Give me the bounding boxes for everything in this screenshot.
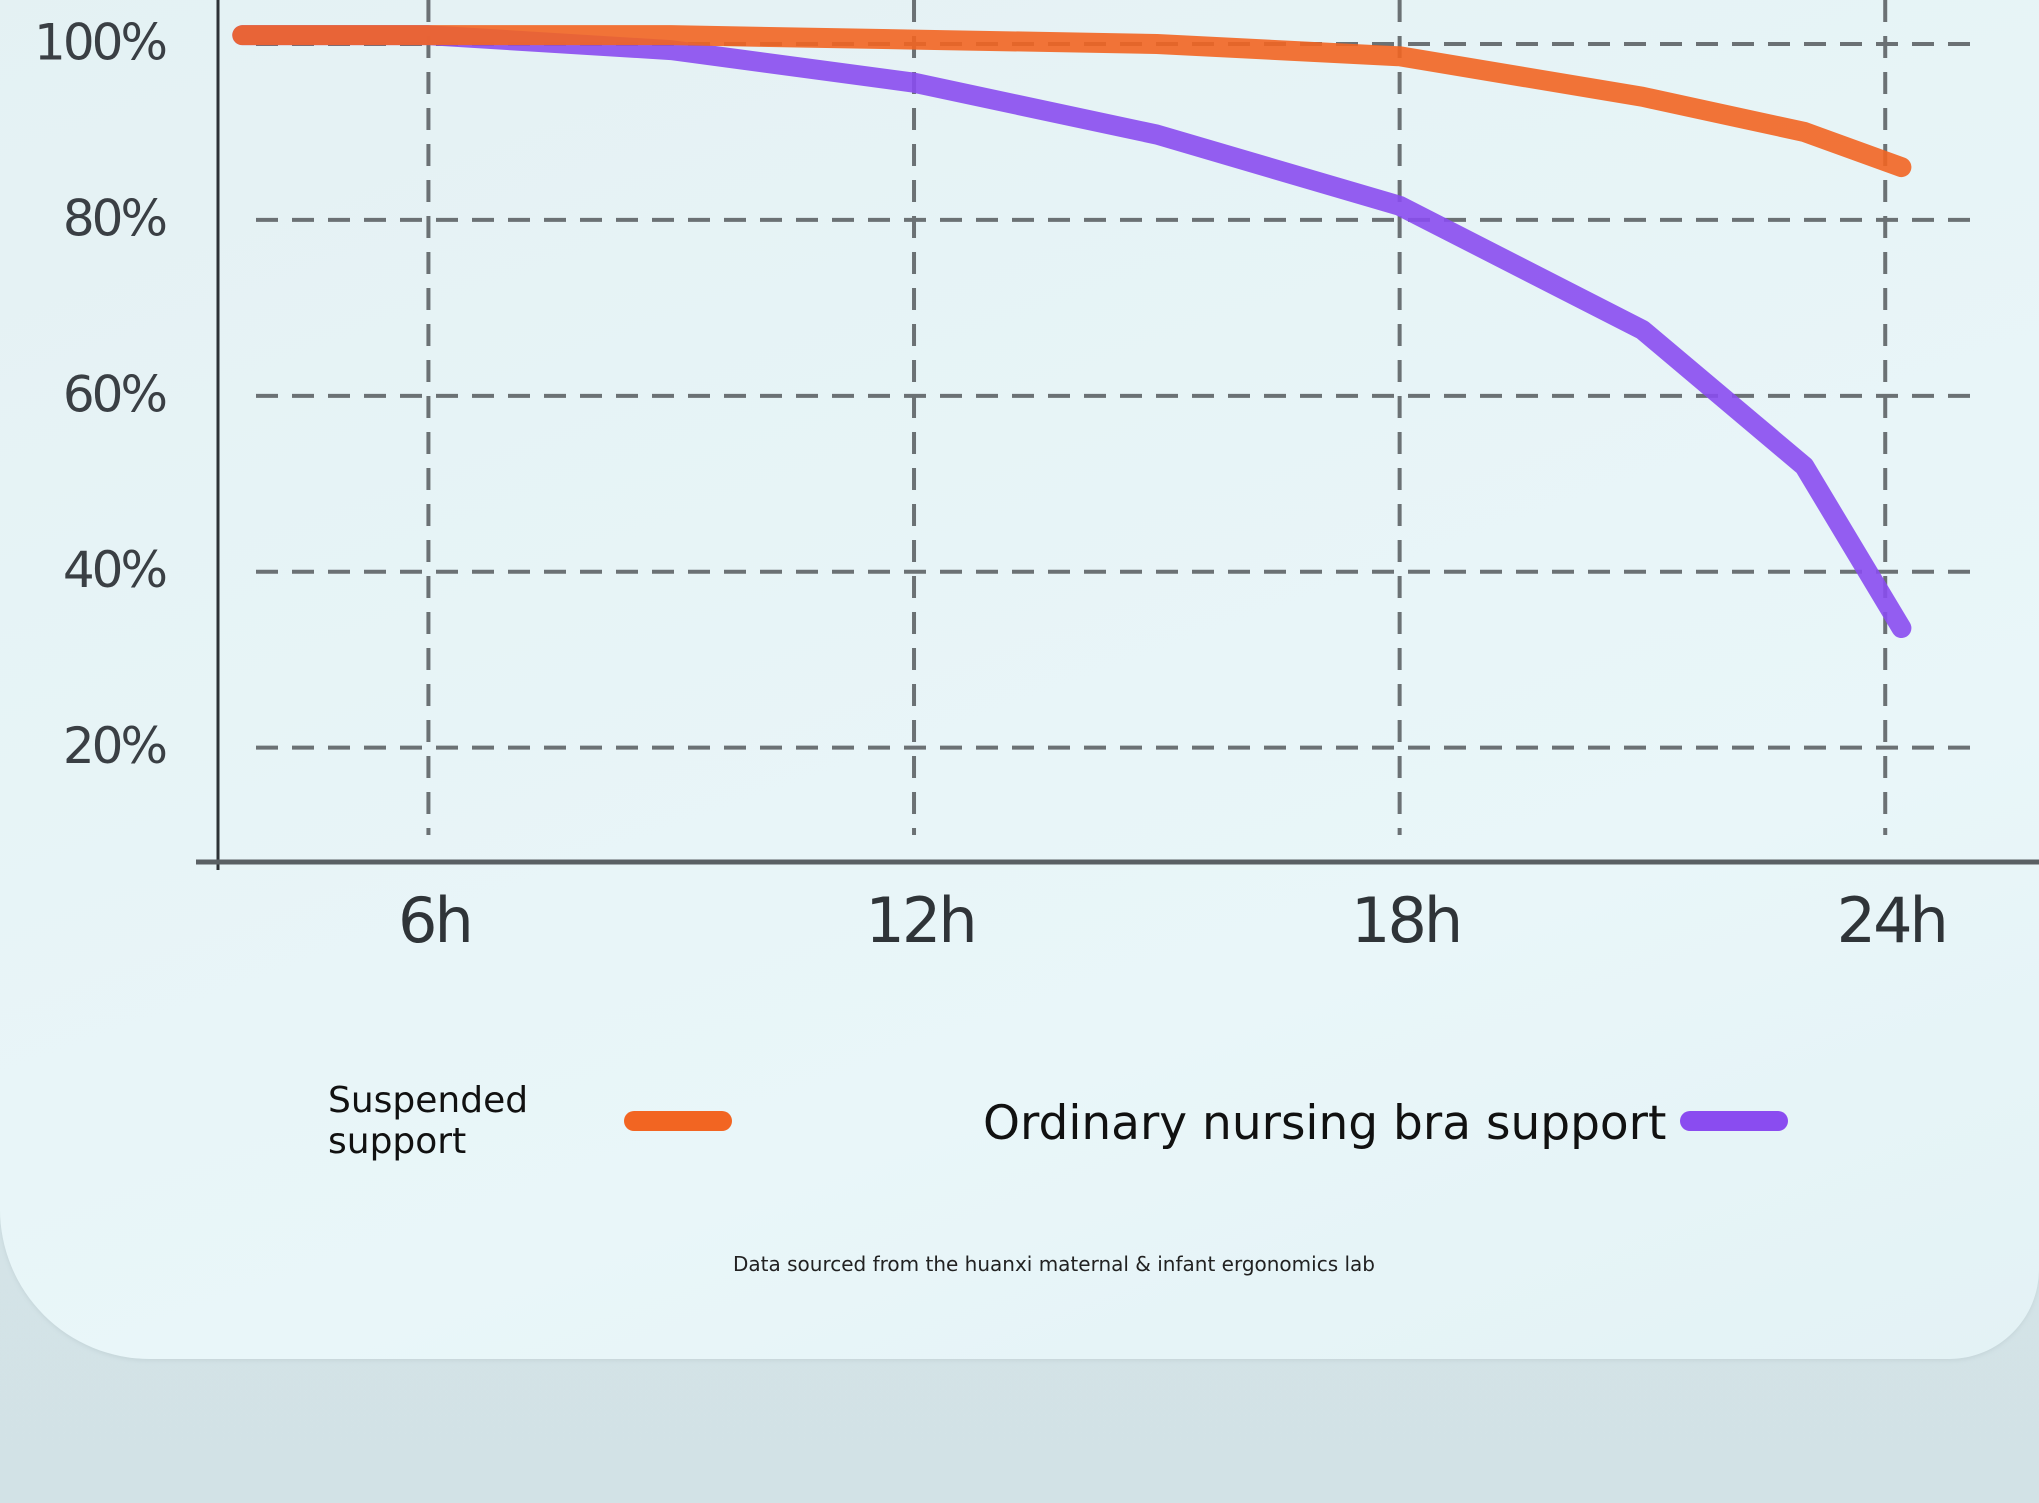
source-note: Data sourced from the huanxi maternal & … (733, 1252, 1375, 1276)
legend-label: Ordinary nursing bra support (983, 1096, 1667, 1151)
x-tick-label: 6h (398, 884, 471, 957)
y-tick-label: 80% (63, 189, 166, 247)
x-tick-label: 12h (865, 884, 974, 957)
series-line (232, 25, 1912, 178)
legend-swatch (624, 1111, 732, 1131)
x-tick-label: 18h (1351, 884, 1460, 957)
legend-swatch (1680, 1111, 1788, 1131)
series-line (232, 25, 1912, 639)
x-tick-label: 24h (1837, 884, 1946, 957)
y-tick-label: 60% (63, 365, 166, 423)
y-tick-label: 20% (63, 717, 166, 775)
y-tick-label: 40% (63, 541, 166, 599)
y-tick-label: 100% (34, 13, 165, 71)
legend-label: Suspended support (328, 1080, 529, 1162)
card (0, 0, 2039, 1359)
